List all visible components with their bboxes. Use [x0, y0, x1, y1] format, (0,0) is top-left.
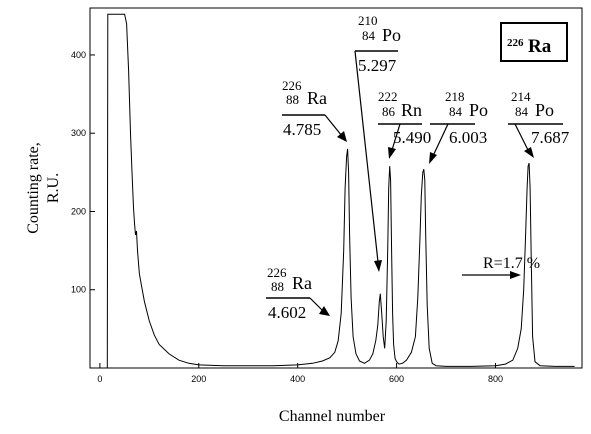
x-tick-label: 400 — [290, 374, 305, 384]
resolution-label: R=1.7 % — [462, 255, 540, 279]
y-tick-label: 300 — [71, 128, 86, 138]
x-tick-label: 800 — [488, 374, 503, 384]
y-axis: 100 200 300 400 — [71, 50, 95, 295]
arrow-ra226-4602 — [309, 297, 330, 316]
peak-label-rn222: 222 86 Rn 5.490 — [378, 89, 431, 147]
svg-text:7.687: 7.687 — [531, 128, 570, 147]
arrow-rn222 — [388, 123, 401, 159]
svg-text:210: 210 — [358, 13, 378, 28]
peak-label-ra226-4785: 226 88 Ra 4.785 — [282, 78, 327, 139]
svg-text:226: 226 — [282, 78, 302, 93]
peak-label-ra226-4602: 226 88 Ra 4.602 — [266, 265, 312, 322]
y-tick-label: 400 — [71, 50, 86, 60]
svg-text:Po: Po — [469, 100, 488, 120]
title-mass: 226 — [507, 37, 524, 49]
arrow-ra226-4785 — [324, 114, 347, 142]
spectrum-line — [99, 13, 575, 369]
svg-text:Ra: Ra — [292, 273, 312, 293]
svg-text:4.785: 4.785 — [283, 120, 321, 139]
svg-text:Ra: Ra — [307, 88, 327, 108]
peak-label-po210: 210 84 Po 5.297 — [355, 13, 401, 75]
arrow-po210 — [354, 50, 382, 272]
title-element: Ra — [528, 36, 552, 57]
svg-text:5.490: 5.490 — [393, 128, 431, 147]
x-axis-title: Channel number — [279, 408, 386, 425]
svg-text:88: 88 — [286, 92, 299, 107]
svg-text:R=1.7 %: R=1.7 % — [483, 255, 540, 272]
svg-text:218: 218 — [445, 89, 465, 104]
peak-label-po218: 218 84 Po 6.003 — [430, 89, 488, 147]
svg-text:222: 222 — [378, 89, 398, 104]
svg-text:84: 84 — [362, 28, 376, 43]
y-tick-label: 200 — [71, 206, 86, 216]
svg-text:4.602: 4.602 — [268, 303, 306, 322]
x-tick-label: 600 — [389, 374, 404, 384]
svg-text:Po: Po — [535, 100, 554, 120]
svg-text:R.U.: R.U. — [45, 173, 62, 203]
svg-text:226: 226 — [267, 265, 287, 280]
peak-label-po214: 214 84 Po 7.687 — [508, 89, 570, 147]
plot-frame — [89, 7, 583, 369]
svg-text:88: 88 — [271, 279, 284, 294]
x-axis: 0 200 400 600 800 — [97, 363, 503, 384]
svg-text:Counting rate,: Counting rate, — [25, 142, 42, 234]
svg-text:Rn: Rn — [401, 100, 422, 120]
arrow-po214 — [514, 123, 534, 158]
arrow-po218 — [429, 123, 449, 164]
y-tick-label: 100 — [71, 285, 86, 295]
chart-title-box: 226 Ra — [500, 22, 568, 62]
svg-text:84: 84 — [449, 104, 463, 119]
x-tick-label: 200 — [191, 374, 206, 384]
x-tick-label: 0 — [97, 374, 102, 384]
y-axis-title: Counting rate, R.U. — [25, 142, 62, 234]
svg-text:Po: Po — [382, 25, 401, 45]
svg-text:6.003: 6.003 — [449, 128, 487, 147]
svg-text:86: 86 — [382, 104, 396, 119]
svg-text:5.297: 5.297 — [358, 56, 397, 75]
svg-text:214: 214 — [511, 89, 531, 104]
svg-text:84: 84 — [515, 104, 529, 119]
